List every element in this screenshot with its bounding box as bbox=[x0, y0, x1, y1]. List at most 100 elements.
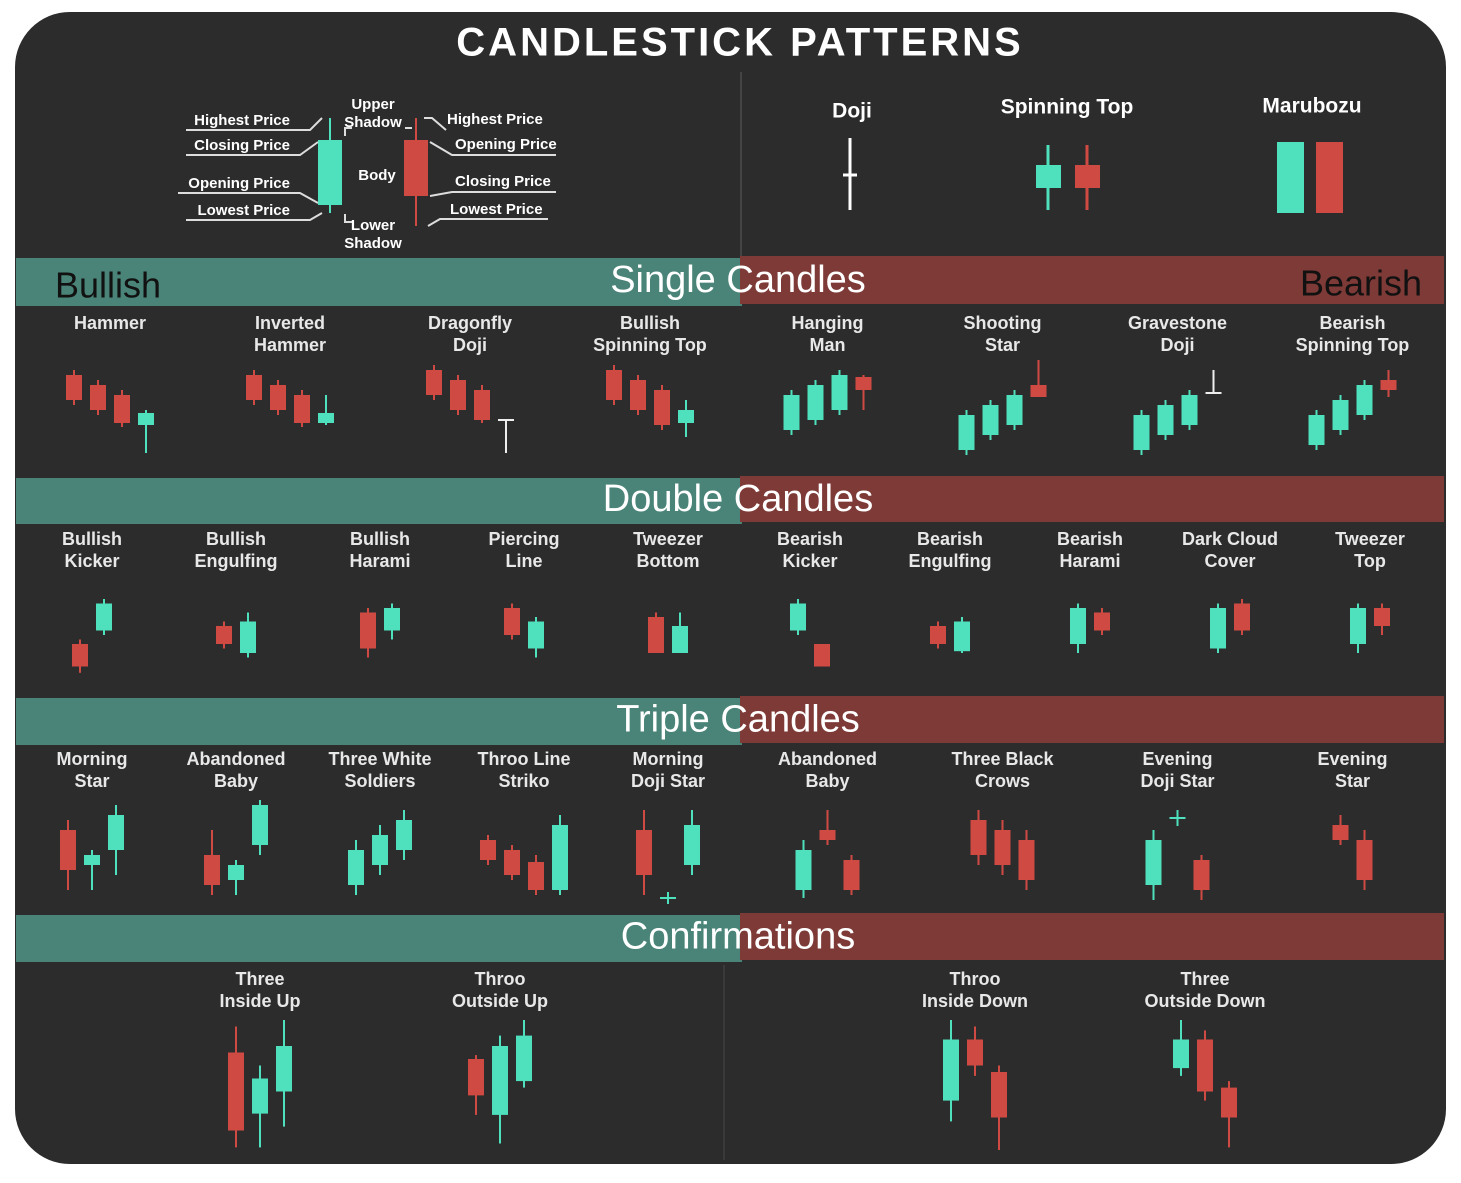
pattern-name: Evening bbox=[1317, 749, 1387, 769]
anatomy-label: Opening Price bbox=[455, 136, 557, 153]
pattern-name: Bullish bbox=[206, 529, 266, 549]
pattern-name: Star bbox=[1335, 771, 1370, 791]
candle-body bbox=[276, 1046, 292, 1092]
candle-body bbox=[1356, 840, 1373, 880]
candle-body bbox=[384, 608, 400, 631]
pattern-name: Hammer bbox=[74, 313, 146, 333]
candle-body bbox=[90, 385, 106, 410]
section-title: Single Candles bbox=[610, 259, 866, 301]
candle-body bbox=[982, 405, 999, 435]
candle-body bbox=[648, 617, 664, 653]
candle-body bbox=[807, 385, 824, 420]
anatomy bbox=[178, 117, 556, 227]
pattern-name: Cover bbox=[1204, 551, 1255, 571]
candle-body bbox=[654, 390, 670, 425]
pattern-name: Striko bbox=[498, 771, 549, 791]
candle-body bbox=[678, 410, 694, 423]
anatomy-label: Highest Price bbox=[447, 111, 543, 128]
candle-body bbox=[138, 413, 154, 425]
pattern-name: Harami bbox=[1059, 551, 1120, 571]
candle-body bbox=[372, 835, 388, 865]
basic-title: Spinning Top bbox=[1001, 96, 1134, 119]
candle-body bbox=[1234, 603, 1250, 631]
pattern-name: Three bbox=[1180, 969, 1229, 989]
pattern-name: Bearish bbox=[1319, 313, 1385, 333]
pattern-name: Gravestone bbox=[1128, 313, 1227, 333]
section-title: Double Candles bbox=[603, 478, 873, 520]
pattern-name: Throo Line bbox=[478, 749, 571, 769]
candle-body bbox=[606, 370, 622, 400]
candle-body bbox=[228, 1052, 244, 1131]
candle-body bbox=[60, 830, 76, 870]
anatomy-label: Highest Price bbox=[194, 112, 290, 129]
pattern-name: Inverted bbox=[255, 313, 325, 333]
candle-body bbox=[252, 1078, 268, 1114]
candle-body bbox=[240, 621, 256, 653]
pattern-name: Kicker bbox=[64, 551, 119, 571]
pattern-name: Dark Cloud bbox=[1182, 529, 1278, 549]
candle-body bbox=[1133, 415, 1150, 450]
pattern-name: Crows bbox=[975, 771, 1030, 791]
candle-body bbox=[1356, 385, 1373, 415]
pattern-name: Outside Down bbox=[1145, 991, 1266, 1011]
candle-body bbox=[814, 644, 830, 667]
candle-body bbox=[783, 395, 800, 430]
candle-body bbox=[216, 626, 232, 644]
bullish-bar bbox=[16, 698, 742, 745]
candle-body bbox=[1018, 840, 1035, 880]
candle-body bbox=[672, 626, 688, 653]
candle-body bbox=[684, 825, 700, 865]
candle-body bbox=[396, 820, 412, 850]
pattern-name: Man bbox=[810, 335, 846, 355]
bearish-bar bbox=[740, 696, 1444, 743]
anatomy-label: Upper bbox=[351, 96, 395, 113]
candle-body bbox=[795, 850, 812, 890]
bullish-label: Bullish bbox=[55, 265, 161, 306]
pattern-name: Three Black bbox=[951, 749, 1054, 769]
pattern-name: Hanging bbox=[792, 313, 864, 333]
pattern-name: Baby bbox=[214, 771, 258, 791]
section-title: Confirmations bbox=[621, 916, 855, 958]
anatomy-label: Lowest Price bbox=[450, 201, 543, 218]
anatomy-label: Lowest Price bbox=[197, 202, 290, 219]
pattern-name: Kicker bbox=[782, 551, 837, 571]
candle-body bbox=[204, 855, 220, 885]
pattern-name: Evening bbox=[1142, 749, 1212, 769]
candle-body bbox=[252, 805, 268, 845]
candle-body bbox=[1197, 1039, 1213, 1092]
candle-body bbox=[450, 380, 466, 410]
candle-body bbox=[504, 850, 520, 875]
anatomy-label: Shadow bbox=[344, 235, 402, 252]
pattern-name: Throo bbox=[950, 969, 1001, 989]
candle-body bbox=[1145, 840, 1162, 885]
candle-body bbox=[1030, 385, 1047, 397]
pattern-name: Star bbox=[74, 771, 109, 791]
candle-body bbox=[1181, 395, 1198, 425]
pattern-name: Top bbox=[1354, 551, 1386, 571]
candle-body bbox=[958, 415, 975, 450]
pattern-name: Bearish bbox=[777, 529, 843, 549]
candle-body bbox=[72, 644, 88, 667]
pattern-name: Inside Up bbox=[219, 991, 300, 1011]
candle-body bbox=[1157, 405, 1174, 435]
candle-body bbox=[492, 1046, 508, 1115]
pattern-name: Doji Star bbox=[1140, 771, 1214, 791]
candle-body bbox=[108, 815, 124, 850]
candle-body bbox=[528, 862, 544, 890]
bullish-bar bbox=[16, 258, 742, 306]
candle-body bbox=[790, 603, 806, 631]
basic-icons bbox=[843, 138, 1343, 213]
candle-body bbox=[360, 612, 376, 649]
candle-body bbox=[348, 850, 364, 885]
candle-body bbox=[504, 608, 520, 635]
pattern-name: Abandoned bbox=[187, 749, 286, 769]
candle-body bbox=[480, 840, 496, 860]
candle-body bbox=[843, 860, 860, 890]
candle-body bbox=[630, 380, 646, 410]
pattern-name: Bullish bbox=[62, 529, 122, 549]
pattern-name: Bearish bbox=[1057, 529, 1123, 549]
pattern-name: Doji Star bbox=[631, 771, 705, 791]
pattern-name: Hammer bbox=[254, 335, 326, 355]
pattern-name: Dragonfly bbox=[428, 313, 512, 333]
